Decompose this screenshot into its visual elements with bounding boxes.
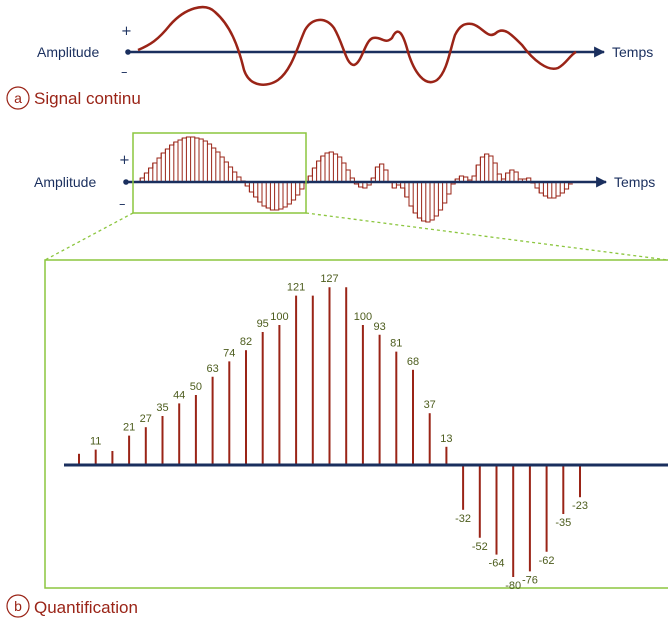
quantized-value-label: 27 — [140, 413, 152, 425]
quantized-value-label: 81 — [390, 338, 402, 350]
mid-sample-bars — [136, 136, 573, 223]
panel-a-caption-letter: a — [14, 90, 22, 106]
panel-mid-origin-dot — [123, 179, 129, 185]
panel-a-time-label: Temps — [612, 44, 653, 60]
quantized-sample-bars — [78, 287, 581, 577]
zoom-connector-left — [44, 212, 134, 261]
quantized-value-label: -62 — [539, 555, 555, 567]
quantized-value-label: -23 — [572, 500, 588, 512]
panel-b-quantification: 1121273544506374829510012112710093816837… — [6, 259, 668, 618]
quantized-value-label: 37 — [424, 399, 436, 411]
quantized-value-label: -52 — [472, 541, 488, 553]
panel-a-caption-circle — [6, 86, 30, 110]
quantized-value-label: 121 — [287, 282, 305, 294]
quantized-value-labels: 1121273544506374829510012112710093816837… — [90, 273, 588, 592]
panel-a-amplitude-label: Amplitude — [37, 44, 99, 60]
panel-b-caption: Quantification — [34, 598, 138, 617]
quantized-value-label: 44 — [173, 389, 185, 401]
sampled-signal-outline — [136, 136, 573, 223]
quantized-value-label: 93 — [373, 321, 385, 333]
panel-a-origin-dot — [125, 49, 131, 55]
panel-mid-amplitude-label: Amplitude — [34, 174, 96, 190]
zoom-connector-right — [305, 212, 668, 261]
quantized-value-label: 13 — [440, 433, 452, 445]
quantized-value-label: 35 — [156, 402, 168, 414]
panel-a-signal-curve — [137, 5, 577, 86]
quantized-value-label: 50 — [190, 381, 202, 393]
quantized-value-label: -76 — [522, 574, 538, 586]
quantized-value-label: 11 — [90, 436, 101, 448]
quantized-value-label: 74 — [223, 347, 235, 359]
panel-mid-minus-sign: – — [119, 197, 126, 212]
quantized-value-label: 82 — [240, 336, 252, 348]
panel-b-caption-circle — [6, 594, 30, 618]
zoom-selection-frame — [132, 132, 307, 214]
quantized-value-label: -32 — [455, 513, 471, 525]
quantized-value-label: -35 — [555, 517, 571, 529]
panel-mid-time-label: Temps — [614, 174, 655, 190]
quantized-value-label: 63 — [206, 363, 218, 375]
panel-a-continuous-signal: + – Amplitude Temps a Signal continu — [6, 5, 653, 110]
panel-a-caption: Signal continu — [34, 89, 141, 108]
panel-b-caption-letter: b — [14, 598, 22, 614]
quantized-value-label: 95 — [257, 318, 269, 330]
panel-a-plus-sign: + — [121, 24, 132, 39]
zoom-detail-frame — [44, 259, 668, 589]
quantized-value-label: 21 — [123, 422, 135, 434]
panel-mid-plus-sign: + — [119, 153, 130, 168]
quantized-value-label: 127 — [320, 273, 338, 285]
panel-a-minus-sign: – — [121, 65, 128, 80]
quantized-value-label: -64 — [489, 558, 505, 570]
quantized-value-label: 68 — [407, 356, 419, 368]
panel-mid-sampled-signal: + – Amplitude Temps — [34, 132, 655, 223]
quantized-value-label: 100 — [270, 311, 288, 323]
quantized-value-label: -80 — [505, 580, 521, 592]
quantized-value-label: 100 — [354, 311, 372, 323]
